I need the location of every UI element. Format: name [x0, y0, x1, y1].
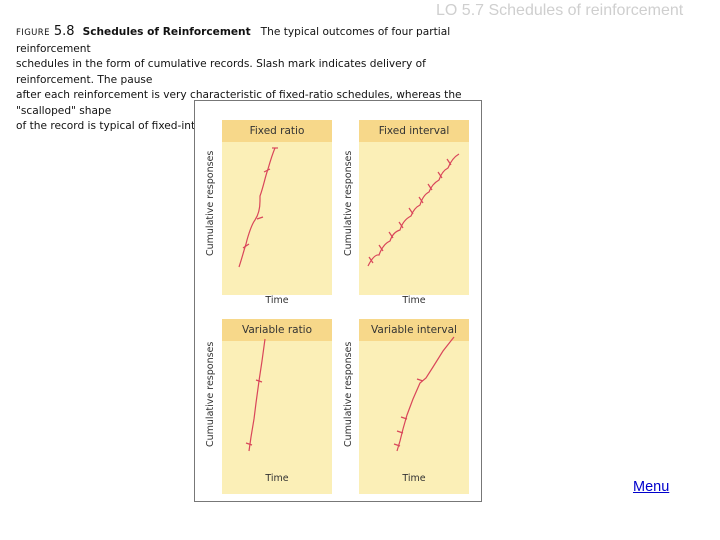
reinforcement-mark: [393, 443, 401, 447]
figure-title: Schedules of Reinforcement: [82, 26, 251, 38]
reinforcement-mark: [396, 430, 404, 434]
reinforcement-mark: [256, 216, 264, 220]
variable-ratio-curve: [248, 338, 266, 452]
x-axis-label-fixed-ratio: Time: [265, 295, 289, 306]
reinforcement-marks-variable-interval: [393, 378, 424, 447]
slide-title: LO 5.7 Schedules of reinforcement: [436, 2, 684, 19]
reinforcement-mark: [416, 378, 424, 382]
panel-variable-interval: Variable interval: [359, 319, 469, 494]
reinforcement-marks-variable-ratio: [245, 379, 263, 446]
panel-title-variable-interval: Variable interval: [359, 319, 469, 341]
panel-title-fixed-interval: Fixed interval: [359, 120, 469, 142]
x-axis-label-variable-ratio: Time: [265, 473, 289, 484]
x-axis-label-fixed-interval: Time: [402, 295, 426, 306]
panel-title-fixed-ratio: Fixed ratio: [222, 120, 332, 142]
caption-line-2: schedules in the form of cumulative reco…: [16, 58, 426, 86]
reinforcement-mark: [446, 158, 452, 166]
reinforcement-mark: [408, 207, 414, 215]
reinforcement-mark: [378, 244, 384, 252]
reinforcement-mark: [437, 171, 443, 179]
y-axis-label-variable-ratio: Cumulative responses: [205, 341, 216, 447]
reinforcement-mark: [427, 183, 433, 191]
fixed-ratio-plot: [238, 147, 278, 268]
reinforcement-mark: [255, 379, 263, 383]
reinforcement-mark: [400, 416, 408, 420]
figure-box: Cumulative responses Fixed ratio Time Cu…: [194, 100, 482, 502]
caption-line-1: The typical outcomes of four partial rei…: [16, 26, 451, 55]
y-axis-label-fixed-ratio: Cumulative responses: [205, 150, 216, 256]
reinforcement-mark: [418, 196, 424, 204]
reinforcement-marks-fixed-ratio: [242, 147, 278, 249]
reinforcement-marks-fixed-interval: [368, 158, 452, 264]
y-axis-label-fixed-interval: Cumulative responses: [343, 150, 354, 256]
caption-line-3: after each reinforcement is very charact…: [16, 89, 462, 117]
panel-fixed-interval: Fixed interval: [359, 120, 469, 295]
fixed-interval-plot: [367, 153, 460, 267]
variable-ratio-plot: [245, 338, 266, 452]
reinforcement-mark: [388, 231, 394, 239]
x-axis-label-variable-interval: Time: [402, 473, 426, 484]
figure-label: FIGURE: [16, 28, 50, 38]
y-axis-label-variable-interval: Cumulative responses: [343, 341, 354, 447]
fixed-ratio-curve: [238, 147, 276, 268]
reinforcement-mark: [242, 243, 250, 249]
reinforcement-mark: [245, 442, 253, 446]
variable-interval-plot: [393, 336, 455, 452]
panel-variable-ratio: Variable ratio: [222, 319, 332, 494]
menu-link[interactable]: Menu: [633, 479, 670, 495]
reinforcement-mark: [368, 256, 374, 264]
fixed-interval-curve: [367, 153, 460, 267]
reinforcement-mark: [263, 168, 271, 173]
variable-interval-curve: [396, 336, 455, 452]
panel-fixed-ratio: Fixed ratio: [222, 120, 332, 295]
figure-caption: FIGURE 5.8 Schedules of Reinforcement The t…: [16, 24, 496, 135]
panel-title-variable-ratio: Variable ratio: [222, 319, 332, 341]
reinforcement-mark: [398, 221, 404, 229]
figure-number: 5.8: [53, 24, 75, 39]
